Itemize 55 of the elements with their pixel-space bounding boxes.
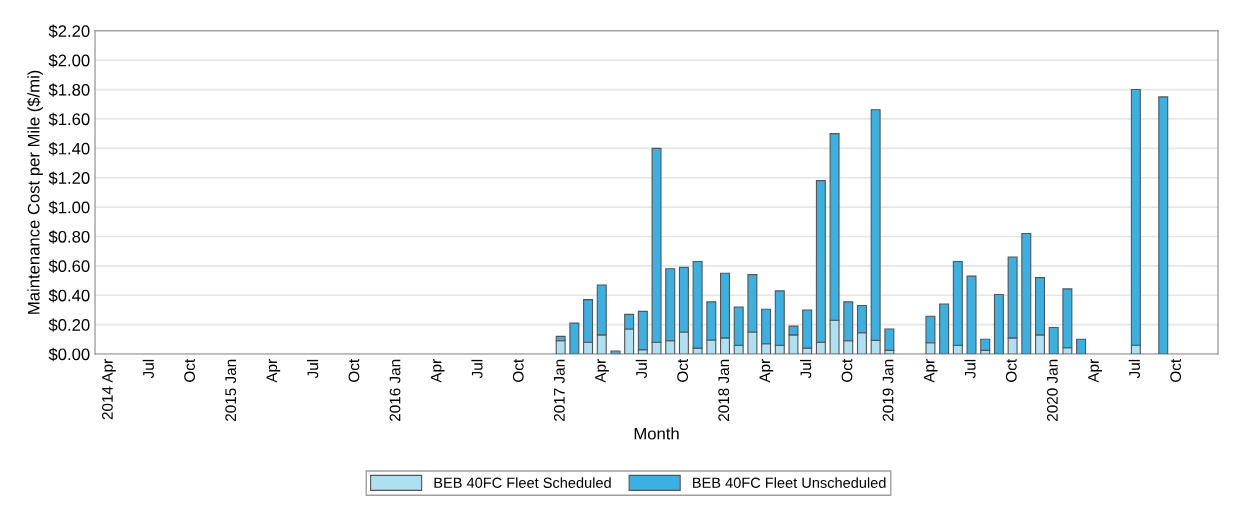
x-tick-label: Jul xyxy=(471,359,483,379)
x-tick-label: Jul xyxy=(142,359,154,379)
x-tick-label: Jul xyxy=(964,359,976,379)
x-tick-label: 2015 Jan xyxy=(225,359,237,421)
x-tick-label: Apr xyxy=(595,359,609,383)
x-tick-label: Jul xyxy=(800,359,812,379)
x-tick-label: Oct xyxy=(841,358,853,382)
x-tick-label: 2017 Jan xyxy=(553,359,565,421)
bar xyxy=(980,338,991,351)
bar xyxy=(555,340,566,354)
y-tick-label: $1.40 xyxy=(48,142,90,156)
y-tick-label: $0.80 xyxy=(48,230,90,244)
x-tick-label: Apr xyxy=(430,359,445,383)
x-tick-label: 2014 Apr xyxy=(102,359,116,420)
x-tick-label: Apr xyxy=(923,359,938,383)
x-tick-label: Oct xyxy=(184,358,195,382)
x-tick-label: Jul xyxy=(307,359,319,379)
bar xyxy=(884,328,895,351)
x-tick-label: 2019 Jan xyxy=(882,359,894,421)
bar xyxy=(1021,232,1032,354)
x-tick-label: Oct xyxy=(1170,358,1182,382)
y-tick-label: $1.80 xyxy=(48,83,90,97)
x-tick-label: Oct xyxy=(348,358,360,382)
x-tick-label: Apr xyxy=(759,359,774,383)
x-tick-label: Apr xyxy=(266,359,281,383)
x-tick-label: 2018 Jan xyxy=(718,359,730,421)
x-tick-label: Apr xyxy=(1088,359,1102,383)
legend-label: BEB 40FC Fleet Unscheduled xyxy=(693,477,886,488)
y-tick-label: $1.20 xyxy=(48,171,90,185)
y-axis-title: Maintenance Cost per Mile ($/mi) xyxy=(27,70,43,314)
bar xyxy=(1158,96,1169,354)
y-tick-label: $0.60 xyxy=(48,259,90,274)
x-tick-label: 2020 Jan xyxy=(1046,359,1058,421)
y-tick-label: $0.40 xyxy=(48,288,90,303)
x-tick-label: Jul xyxy=(1128,359,1140,379)
bar xyxy=(569,322,580,354)
x-tick-label: Jul xyxy=(635,359,647,379)
x-axis-title: Month xyxy=(634,427,679,440)
bar xyxy=(939,303,950,354)
y-tick-label: $0.20 xyxy=(48,318,90,332)
x-tick-label: Oct xyxy=(1005,358,1017,382)
y-tick-label: $1.60 xyxy=(48,112,90,127)
bar xyxy=(637,310,648,351)
bar xyxy=(993,293,1004,354)
x-tick-label: Oct xyxy=(512,358,524,382)
bar xyxy=(1076,338,1087,354)
y-tick-label: $1.00 xyxy=(48,200,90,215)
y-tick-label: $0.00 xyxy=(48,347,90,362)
bar xyxy=(966,275,977,354)
y-tick-label: $2.00 xyxy=(48,53,90,68)
y-tick-label: $2.20 xyxy=(48,24,90,38)
x-tick-label: 2016 Jan xyxy=(389,359,401,421)
legend-label: BEB 40FC Fleet Scheduled xyxy=(434,477,611,488)
x-tick-label: Oct xyxy=(677,358,689,382)
bar xyxy=(1048,327,1059,354)
